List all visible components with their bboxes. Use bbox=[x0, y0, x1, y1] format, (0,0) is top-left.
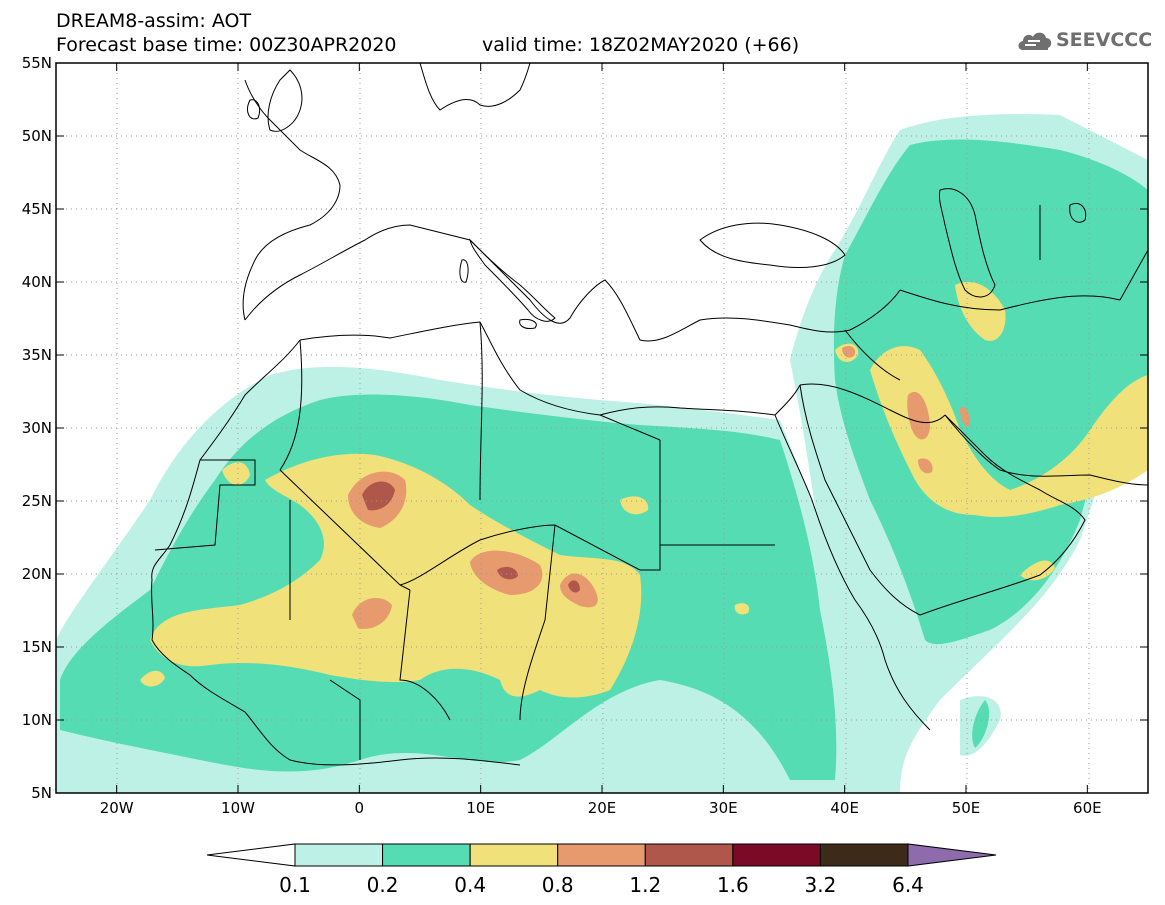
y-tick-label: 15N bbox=[22, 638, 52, 656]
y-tick-label: 5N bbox=[31, 784, 52, 802]
y-tick-label: 40N bbox=[22, 273, 52, 291]
y-tick-label: 35N bbox=[22, 346, 52, 364]
x-tick-label: 30E bbox=[709, 799, 738, 817]
forecast-base-time: Forecast base time: 00Z30APR2020 bbox=[56, 34, 397, 56]
red-sea-west-coast bbox=[774, 414, 931, 731]
x-tick-label: 20W bbox=[100, 799, 134, 817]
red-sea-east-coast bbox=[799, 384, 921, 616]
colorbar-box bbox=[382, 843, 471, 867]
colorbar-label: 0.2 bbox=[367, 873, 399, 897]
north-africa-coast bbox=[299, 321, 801, 416]
x-tick-label: 40E bbox=[830, 799, 859, 817]
west-africa-coast bbox=[151, 339, 521, 766]
scandinavia-coast bbox=[419, 63, 531, 111]
islands bbox=[459, 259, 537, 329]
atlantic-europe-coast bbox=[242, 79, 341, 321]
colorbar: 0.1 0.2 0.4 0.8 1.2 1.6 3.2 6.4 bbox=[206, 843, 997, 897]
y-tick-label: 30N bbox=[22, 419, 52, 437]
y-tick-label: 55N bbox=[22, 54, 52, 72]
x-tick-label: 0 bbox=[355, 799, 365, 817]
y-axis: 55N 50N 45N 40N 35N 30N 25N 20N 15N 10N 5N bbox=[22, 54, 1148, 802]
italy bbox=[469, 238, 556, 322]
colorbar-box bbox=[732, 843, 821, 867]
colorbar-min-arrow bbox=[206, 843, 296, 867]
y-tick-label: 45N bbox=[22, 200, 52, 218]
british-isles bbox=[247, 69, 303, 132]
colorbar-box bbox=[819, 843, 909, 867]
colorbar-label: 0.4 bbox=[454, 873, 486, 897]
logo-text: SEEVCCC bbox=[1056, 29, 1153, 51]
arabian-coast bbox=[919, 414, 1086, 616]
colorbar-label: 1.6 bbox=[717, 873, 749, 897]
colorbar-label: 6.4 bbox=[892, 873, 924, 897]
y-tick-label: 20N bbox=[22, 565, 52, 583]
african-borders bbox=[154, 321, 775, 760]
middle-east-borders bbox=[799, 205, 1148, 424]
colorbar-label: 3.2 bbox=[805, 873, 837, 897]
x-tick-label: 20E bbox=[588, 799, 617, 817]
x-tick-label: 10E bbox=[466, 799, 495, 817]
colorbar-box bbox=[469, 843, 559, 867]
aot-band-1.2-1.6 bbox=[362, 481, 580, 593]
cloud-icon bbox=[1018, 32, 1052, 50]
colorbar-box bbox=[644, 843, 734, 867]
x-tick-label: 10W bbox=[221, 799, 255, 817]
coastlines-borders bbox=[151, 63, 1148, 766]
seevccc-logo: SEEVCCC bbox=[1016, 26, 1152, 56]
colorbar-label: 1.2 bbox=[629, 873, 661, 897]
aral-sea bbox=[1069, 203, 1087, 223]
valid-time: valid time: 18Z02MAY2020 (+66) bbox=[482, 34, 800, 56]
y-tick-label: 25N bbox=[22, 492, 52, 510]
plot-area bbox=[56, 63, 1148, 793]
y-tick-label: 10N bbox=[22, 711, 52, 729]
x-axis: 20W 10W 0 10E 20E 30E 40E 50E 60E bbox=[100, 63, 1102, 817]
map-title: DREAM8-assim: AOT bbox=[56, 10, 252, 32]
x-tick-label: 60E bbox=[1073, 799, 1102, 817]
y-tick-label: 50N bbox=[22, 127, 52, 145]
caspian-sea bbox=[939, 188, 996, 298]
black-sea bbox=[699, 222, 846, 269]
colorbar-box bbox=[294, 843, 384, 867]
colorbar-max-arrow bbox=[907, 843, 997, 867]
iran-coast bbox=[944, 414, 1148, 486]
europe-coast bbox=[244, 224, 901, 342]
colorbar-label: 0.8 bbox=[542, 873, 574, 897]
colorbar-label: 0.1 bbox=[279, 873, 311, 897]
colorbar-box bbox=[557, 843, 646, 867]
x-tick-label: 50E bbox=[952, 799, 981, 817]
